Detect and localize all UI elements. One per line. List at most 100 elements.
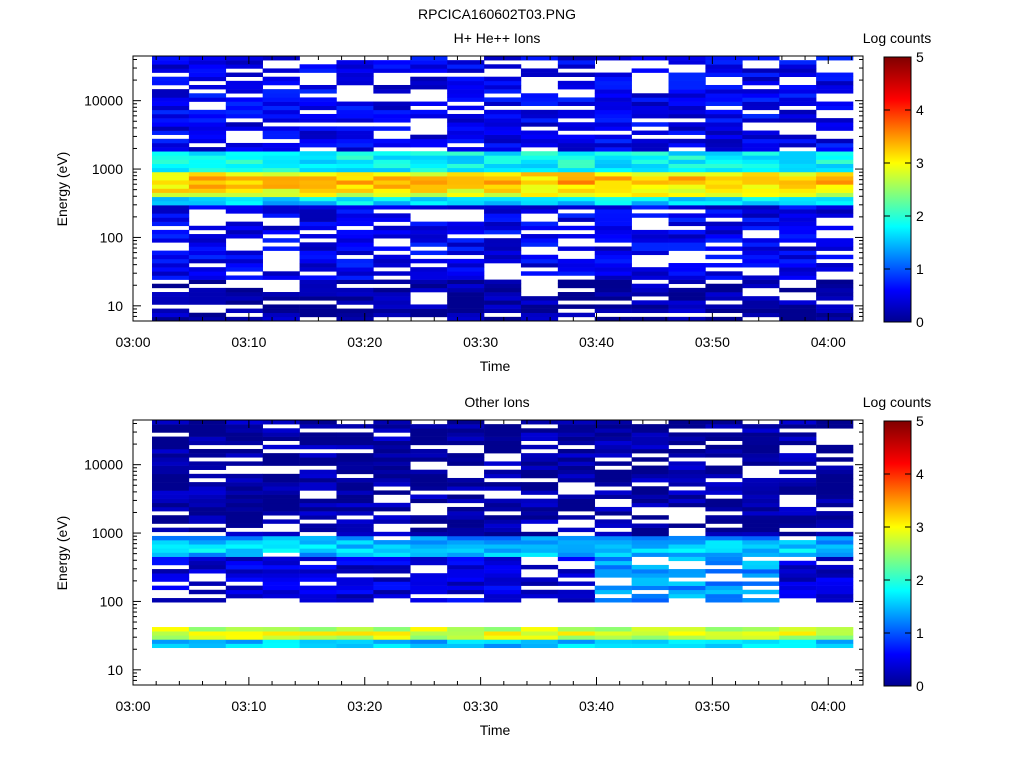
heatmap-cell <box>520 184 559 189</box>
heatmap-cell <box>484 548 522 553</box>
heatmap-cell <box>520 258 559 264</box>
heatmap-cell <box>705 184 743 189</box>
colorbar-tick-label: 1 <box>916 261 924 277</box>
heatmap-cell <box>668 126 706 131</box>
heatmap-cell <box>668 105 706 111</box>
heatmap-cell <box>594 159 632 164</box>
heatmap-cell <box>373 564 411 570</box>
heatmap-cell <box>594 643 632 649</box>
heatmap-cell <box>373 287 411 293</box>
heatmap-cell <box>520 502 559 508</box>
heatmap-cell <box>816 531 854 537</box>
heatmap-cell <box>447 97 485 102</box>
heatmap-cell <box>188 200 227 206</box>
y-axis-label: Energy (eV) <box>54 516 70 591</box>
heatmap-cell <box>779 585 817 591</box>
heatmap-cell <box>152 469 190 475</box>
heatmap-cell <box>705 316 743 322</box>
heatmap-cell <box>373 448 411 454</box>
heatmap-cell <box>705 188 743 193</box>
heatmap-cell <box>705 502 743 508</box>
heatmap-cell <box>779 453 817 458</box>
heatmap-cell <box>484 519 522 524</box>
heatmap-cell <box>336 498 374 504</box>
heatmap-cell <box>742 238 780 243</box>
heatmap-cell <box>447 287 485 293</box>
heatmap-cell <box>557 304 596 309</box>
heatmap-cell <box>373 473 411 479</box>
heatmap-cell <box>373 589 411 595</box>
heatmap-cell <box>299 432 337 437</box>
heatmap-cell <box>336 234 374 239</box>
heatmap-cell <box>742 142 780 148</box>
heatmap-cell <box>631 275 669 280</box>
heatmap-cell <box>742 72 780 77</box>
heatmap-cell <box>631 205 669 210</box>
heatmap-cell <box>520 643 559 649</box>
heatmap-cell <box>299 643 337 649</box>
heatmap-cell <box>188 138 227 144</box>
heatmap-cell <box>484 552 522 557</box>
heatmap-cell <box>816 205 854 210</box>
heatmap-cell <box>557 598 596 603</box>
heatmap-cell <box>594 304 632 309</box>
heatmap-cell <box>816 151 854 156</box>
heatmap-cell <box>447 457 485 462</box>
heatmap-cell <box>668 316 706 322</box>
heatmap-cell <box>779 180 817 185</box>
heatmap-cell <box>299 213 337 218</box>
heatmap-cell <box>262 155 300 160</box>
heatmap-cell <box>779 308 817 314</box>
heatmap-cell <box>484 556 522 562</box>
colorbar-tick-label: 0 <box>916 314 924 330</box>
heatmap-cell <box>631 163 669 169</box>
heatmap-cell <box>484 109 522 115</box>
heatmap-cell <box>299 113 337 119</box>
heatmap-cell <box>299 200 337 206</box>
heatmap-cell <box>373 440 411 446</box>
heatmap-cell <box>631 523 669 528</box>
colorbar-tick-label: 3 <box>916 155 924 171</box>
heatmap-cell <box>373 436 411 441</box>
heatmap-cell <box>447 271 485 276</box>
heatmap-cell <box>188 316 227 322</box>
heatmap-cell <box>336 308 374 314</box>
heatmap-cell <box>742 643 780 649</box>
heatmap-cell <box>779 477 817 483</box>
heatmap-cell <box>152 515 190 520</box>
heatmap-cell <box>188 560 227 566</box>
heatmap-cell <box>705 540 743 545</box>
heatmap-cell <box>373 544 411 549</box>
heatmap-cell <box>447 113 485 119</box>
heatmap-cell <box>668 263 706 268</box>
heatmap-cell <box>336 643 374 649</box>
heatmap-cell <box>742 540 780 545</box>
heatmap-cell <box>668 176 706 181</box>
heatmap-cell <box>410 635 448 640</box>
heatmap-cell <box>447 279 485 285</box>
heatmap-cell <box>373 205 411 210</box>
heatmap-cell <box>816 585 854 591</box>
heatmap-cell <box>705 113 743 119</box>
heatmap-cell <box>631 109 669 115</box>
x-tick-label: 03:00 <box>115 698 150 714</box>
heatmap-cell <box>188 453 227 458</box>
heatmap-cell <box>336 105 374 111</box>
heatmap-cell <box>336 453 374 458</box>
heatmap-cell <box>188 312 227 318</box>
heatmap-cell <box>373 312 411 318</box>
heatmap-cell <box>447 238 485 243</box>
heatmap-cell <box>410 477 448 483</box>
heatmap-cell <box>188 552 227 557</box>
heatmap-cell <box>225 84 263 90</box>
heatmap-cell <box>779 581 817 586</box>
heatmap-cell <box>779 515 817 520</box>
heatmap-cell <box>742 80 780 86</box>
heatmap-cell <box>262 176 300 181</box>
heatmap-cell <box>742 93 780 98</box>
heatmap-cell <box>410 68 448 73</box>
heatmap-cell <box>742 56 780 61</box>
heatmap-cell <box>705 60 743 65</box>
